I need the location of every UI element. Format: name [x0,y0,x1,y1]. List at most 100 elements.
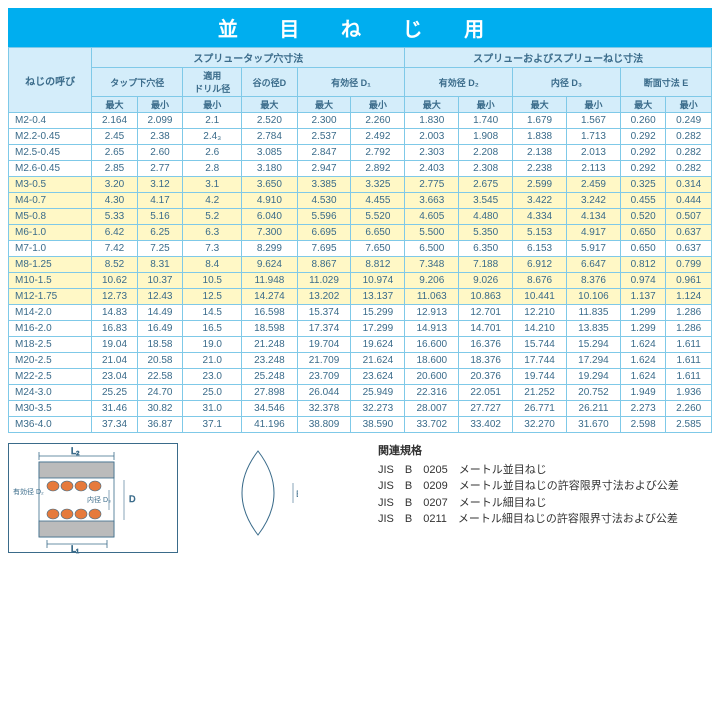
cell-value: 6.3 [183,225,242,241]
cell-value: 16.5 [183,321,242,337]
cross-section-diagram: L₂ L₁ D 内径 D₃ 有効径 D₂ [8,443,178,553]
cell-value: 2.520 [242,113,297,129]
h-min: 最小 [137,97,182,113]
cell-value: 32.270 [513,417,567,433]
cell-value: 33.702 [405,417,459,433]
cell-value: 10.974 [351,273,405,289]
cell-value: 18.598 [242,321,297,337]
cell-value: 8.812 [351,257,405,273]
cell-value: 8.31 [137,257,182,273]
cell-value: 2.45 [92,129,137,145]
cell-thread: M5-0.8 [9,209,92,225]
standards-line: JIS B 0209 メートル並目ねじの許容限界寸法および公差 [378,478,679,495]
svg-text:有効径 D₂: 有効径 D₂ [13,487,44,496]
ellipse-diagram: E [218,443,298,543]
cell-thread: M4-0.7 [9,193,92,209]
cell-value: 4.334 [513,209,567,225]
standards-line: JIS B 0207 メートル細目ねじ [378,495,679,512]
cell-value: 8.376 [567,273,621,289]
cell-value: 19.04 [92,337,137,353]
cell-value: 3.180 [242,161,297,177]
cell-value: 17.744 [513,353,567,369]
cell-value: 20.600 [405,369,459,385]
cell-thread: M16-2.0 [9,321,92,337]
cell-value: 0.799 [666,257,712,273]
cell-value: 6.912 [513,257,567,273]
table-row: M10-1.510.6210.3710.511.94811.02910.9749… [9,273,712,289]
cell-value: 21.252 [513,385,567,401]
cell-value: 26.211 [567,401,621,417]
cell-value: 26.771 [513,401,567,417]
cell-value: 0.520 [620,209,665,225]
cell-value: 1.936 [666,385,712,401]
table-row: M24-3.025.2524.7025.027.89826.04425.9492… [9,385,712,401]
cell-value: 16.49 [137,321,182,337]
cell-value: 0.961 [666,273,712,289]
cell-value: 33.402 [459,417,513,433]
table-row: M2.5-0.452.652.602.63.0852.8472.7922.303… [9,145,712,161]
cell-thread: M22-2.5 [9,369,92,385]
standards-line: JIS B 0211 メートル細目ねじの許容限界寸法および公差 [378,511,679,528]
cell-value: 7.348 [405,257,459,273]
cell-value: 2.208 [459,145,513,161]
cell-value: 25.0 [183,385,242,401]
cell-value: 22.58 [137,369,182,385]
cell-value: 15.744 [513,337,567,353]
cell-value: 2.775 [405,177,459,193]
cell-value: 31.0 [183,401,242,417]
cell-value: 9.026 [459,273,513,289]
cell-value: 2.38 [137,129,182,145]
standards-line: JIS B 0205 メートル並目ねじ [378,462,679,479]
cell-value: 7.650 [351,241,405,257]
cell-value: 1.949 [620,385,665,401]
cell-value: 19.624 [351,337,405,353]
cell-value: 6.42 [92,225,137,241]
cell-value: 4.134 [567,209,621,225]
cell-value: 7.695 [297,241,351,257]
cell-value: 25.248 [242,369,297,385]
cell-value: 5.153 [513,225,567,241]
cell-value: 2.6 [183,145,242,161]
cell-value: 3.422 [513,193,567,209]
cell-value: 1.299 [620,321,665,337]
cell-value: 19.744 [513,369,567,385]
cell-value: 23.624 [351,369,405,385]
cell-value: 2.847 [297,145,351,161]
cell-value: 30.82 [137,401,182,417]
cell-value: 4.530 [297,193,351,209]
h-e: 断面寸法 E [620,68,711,97]
cell-value: 1.908 [459,129,513,145]
cell-value: 6.695 [297,225,351,241]
h-min: 最小 [183,97,242,113]
cell-value: 6.040 [242,209,297,225]
cell-value: 4.480 [459,209,513,225]
cell-value: 1.299 [620,305,665,321]
h-drill: 適用 ドリル径 [183,68,242,97]
group-right: スプリューおよびスプリューねじ寸法 [405,48,712,68]
cell-value: 8.867 [297,257,351,273]
cell-value: 2.273 [620,401,665,417]
cell-value: 31.670 [567,417,621,433]
cell-value: 20.752 [567,385,621,401]
cell-value: 15.294 [567,337,621,353]
h-min: 最小 [666,97,712,113]
cell-value: 5.350 [459,225,513,241]
cell-value: 14.210 [513,321,567,337]
cell-value: 2.77 [137,161,182,177]
h-d1: 有効径 D₁ [297,68,405,97]
cell-value: 1.286 [666,305,712,321]
table-row: M36-4.037.3436.8737.141.19638.80938.5903… [9,417,712,433]
cell-value: 0.650 [620,225,665,241]
cell-thread: M3-0.5 [9,177,92,193]
svg-text:L₁: L₁ [71,544,79,554]
cell-value: 1.679 [513,113,567,129]
cell-value: 38.590 [351,417,405,433]
cell-thread: M12-1.75 [9,289,92,305]
cell-value: 22.316 [405,385,459,401]
h-max: 最大 [92,97,137,113]
page-title: 並 目 ね じ 用 [8,8,712,47]
h-min: 最小 [459,97,513,113]
cell-value: 6.647 [567,257,621,273]
cell-value: 8.299 [242,241,297,257]
cell-value: 2.260 [351,113,405,129]
